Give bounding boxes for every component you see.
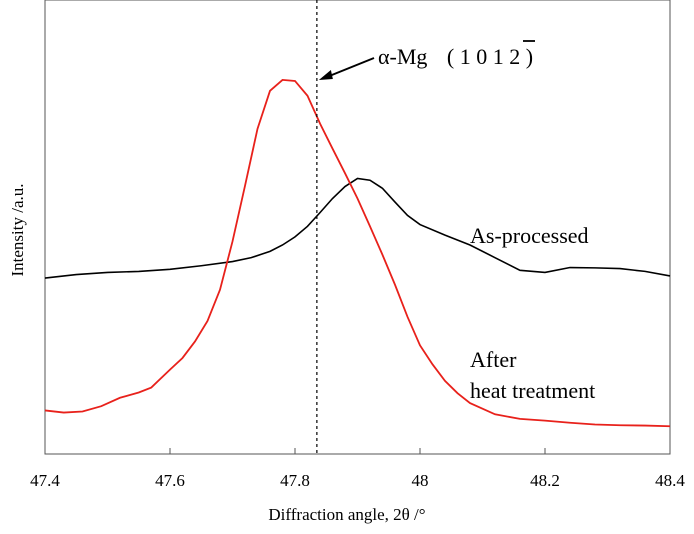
label-as-processed: As-processed <box>470 223 589 248</box>
x-tick-label: 48.2 <box>530 471 560 490</box>
x-tick-label: 48.4 <box>655 471 685 490</box>
x-tick-layer: 47.4 47.6 47.8 48 48.2 48.4 <box>30 448 685 490</box>
series-after-heat-treatment-line <box>44 78 671 428</box>
plot-frame <box>44 0 671 455</box>
reference-hkl: ( 1 0 1 2 ) <box>447 44 533 69</box>
x-tick-label: 47.4 <box>30 471 60 490</box>
series-as-processed-line <box>44 177 671 279</box>
reference-arrow-head <box>318 70 333 80</box>
reference-prefix: α-Mg <box>378 44 427 69</box>
x-tick-label: 48 <box>412 471 429 490</box>
x-tick-label: 47.6 <box>155 471 185 490</box>
x-tick-label: 47.8 <box>280 471 310 490</box>
label-after: After <box>470 347 517 372</box>
reference-arrow-shaft <box>326 57 375 78</box>
y-axis-label: Intensity /a.u. <box>8 183 27 276</box>
x-axis-label: Diffraction angle, 2θ /° <box>268 505 425 524</box>
label-heat-treatment: heat treatment <box>470 378 595 403</box>
series-layer <box>44 78 671 428</box>
reference-label: α-Mg ( 1 0 1 2 ) <box>378 44 533 69</box>
